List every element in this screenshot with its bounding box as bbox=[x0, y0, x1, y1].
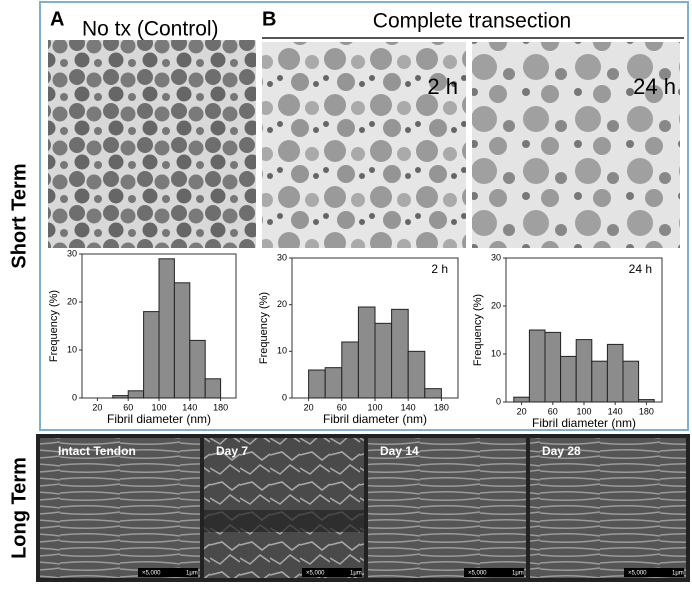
bar bbox=[324, 367, 343, 399]
scale-text: 1μm bbox=[672, 571, 684, 577]
bar bbox=[173, 282, 191, 399]
bar bbox=[127, 390, 145, 399]
panel-letter: A bbox=[50, 8, 64, 30]
x-tick-label: 20 bbox=[517, 406, 527, 416]
sem-image bbox=[530, 438, 686, 578]
x-tick-label: 60 bbox=[548, 406, 558, 416]
bar bbox=[341, 341, 359, 399]
image-label: 24 h bbox=[633, 74, 676, 99]
panel-title: No tx (Control) bbox=[82, 18, 219, 41]
x-axis-label: Fibril diameter (nm) bbox=[323, 412, 427, 426]
y-tick-label: 0 bbox=[72, 392, 77, 402]
bar bbox=[528, 329, 546, 403]
x-tick-label: 100 bbox=[576, 406, 591, 416]
scale-box bbox=[138, 568, 198, 577]
x-tick-label: 140 bbox=[182, 402, 197, 412]
bar bbox=[112, 395, 129, 399]
y-tick-label: 20 bbox=[491, 300, 501, 310]
x-tick-label: 140 bbox=[608, 406, 623, 416]
x-tick-label: 100 bbox=[151, 402, 166, 412]
panel-title: Complete transection bbox=[373, 10, 571, 33]
scale-text: 1μm bbox=[350, 571, 362, 577]
scale-text: ×5,000 bbox=[628, 571, 647, 577]
y-tick-label: 10 bbox=[491, 348, 501, 358]
bar bbox=[189, 339, 206, 399]
scale-text: ×5,000 bbox=[468, 571, 487, 577]
tem-image bbox=[472, 42, 680, 248]
annotation: 2 h bbox=[431, 262, 448, 276]
bar bbox=[407, 350, 426, 399]
scale-text: ×5,000 bbox=[142, 571, 161, 577]
image-label: 2 h bbox=[427, 74, 458, 99]
y-tick-label: 20 bbox=[277, 299, 287, 309]
panel-letter: B bbox=[262, 8, 276, 30]
bar bbox=[591, 360, 608, 403]
y-tick-label: 30 bbox=[491, 252, 501, 262]
x-tick-label: 180 bbox=[639, 406, 654, 416]
x-tick-label: 20 bbox=[304, 402, 314, 412]
x-tick-label: 180 bbox=[434, 402, 449, 412]
x-tick-label: 140 bbox=[401, 402, 416, 412]
image-label: Day 14 bbox=[380, 444, 419, 458]
y-tick-label: 10 bbox=[277, 346, 287, 356]
image-label: Intact Tendon bbox=[58, 444, 136, 458]
bar bbox=[204, 378, 222, 399]
y-tick-label: 30 bbox=[67, 248, 77, 258]
scale-box bbox=[624, 568, 684, 577]
x-tick-label: 60 bbox=[123, 402, 133, 412]
bar bbox=[424, 388, 442, 399]
bar bbox=[513, 396, 530, 403]
sem-image bbox=[40, 438, 200, 578]
tem-image bbox=[262, 42, 466, 248]
sem-image bbox=[204, 438, 364, 578]
y-axis-label: Frequency (%) bbox=[472, 294, 484, 366]
bar bbox=[308, 369, 326, 399]
sem-image bbox=[368, 438, 526, 578]
x-axis-label: Fibril diameter (nm) bbox=[107, 412, 211, 426]
scale-text: 1μm bbox=[512, 571, 524, 577]
bar bbox=[143, 311, 160, 399]
bar bbox=[544, 331, 562, 403]
tem-image bbox=[48, 40, 256, 248]
y-tick-label: 0 bbox=[496, 396, 501, 406]
scale-text: 1μm bbox=[186, 571, 198, 577]
scale-text: ×5,000 bbox=[306, 571, 325, 577]
bar bbox=[622, 360, 640, 403]
image-label: Day 7 bbox=[216, 444, 248, 458]
sem-row: Intact Tendon ×5,000 1μm Day 7 ×5,000 1μm Day … bbox=[40, 438, 686, 578]
row-label: Long Term bbox=[8, 457, 30, 559]
y-axis-label: Frequency (%) bbox=[48, 290, 60, 362]
y-tick-label: 20 bbox=[67, 296, 77, 306]
annotation: 24 h bbox=[629, 262, 652, 276]
image-label: Day 28 bbox=[542, 444, 581, 458]
x-axis-label: Fibril diameter (nm) bbox=[532, 416, 636, 430]
y-tick-label: 0 bbox=[282, 392, 287, 402]
y-tick-label: 10 bbox=[67, 344, 77, 354]
bar bbox=[575, 339, 593, 403]
bar bbox=[158, 258, 175, 399]
x-tick-label: 60 bbox=[337, 402, 347, 412]
scale-box bbox=[464, 568, 524, 577]
y-tick-label: 30 bbox=[277, 252, 287, 262]
sem-gap bbox=[204, 510, 364, 532]
x-tick-label: 180 bbox=[213, 402, 228, 412]
bar bbox=[357, 306, 376, 399]
bar bbox=[391, 308, 409, 399]
bar bbox=[374, 322, 393, 399]
row-label: Short Term bbox=[8, 163, 30, 268]
y-axis-label: Frequency (%) bbox=[258, 292, 270, 364]
x-tick-label: 20 bbox=[92, 402, 102, 412]
bar bbox=[638, 399, 655, 403]
bar bbox=[606, 343, 624, 403]
x-tick-label: 100 bbox=[367, 402, 382, 412]
scale-box bbox=[302, 568, 362, 577]
bar bbox=[560, 355, 577, 403]
